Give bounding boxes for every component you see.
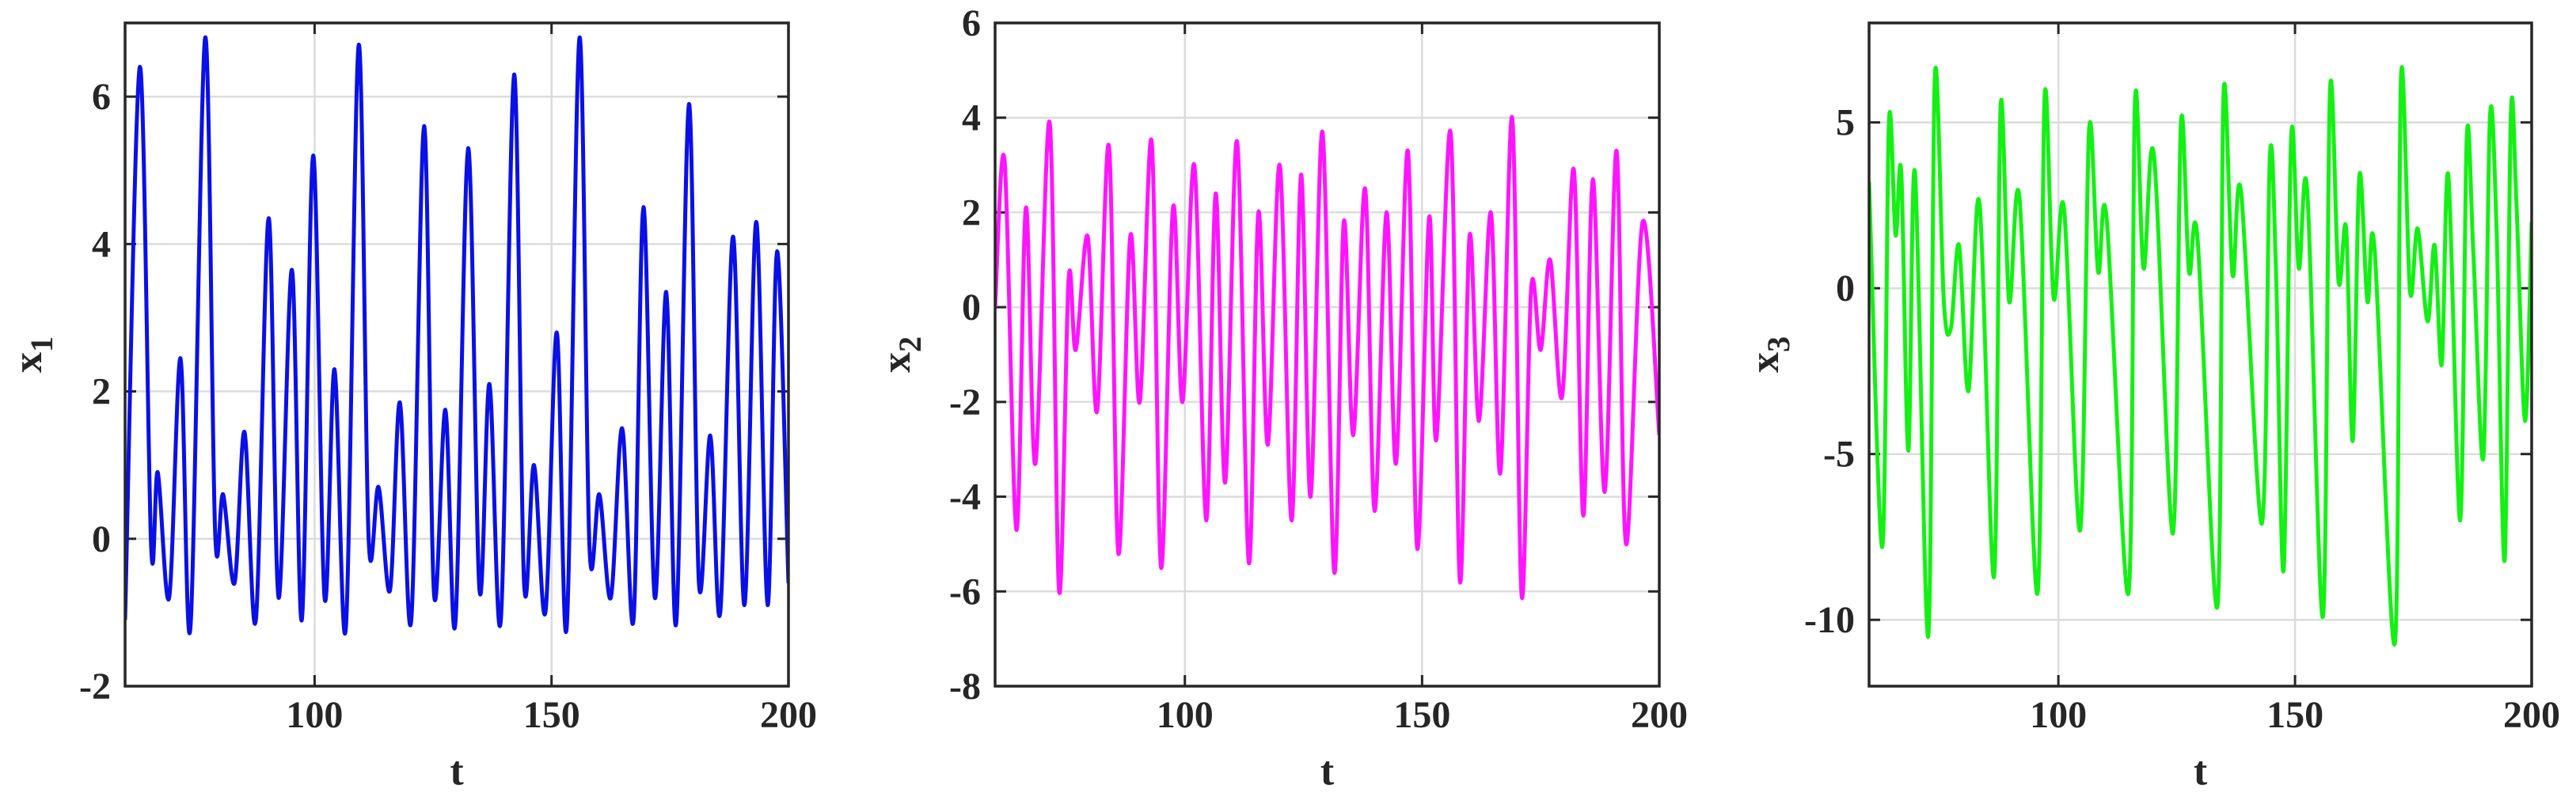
- x-tick-label: 150: [523, 694, 580, 736]
- y-axis-label-main: x: [874, 352, 919, 373]
- y-axis-label-subscript: 1: [24, 336, 59, 352]
- y-tick-label: -10: [1804, 599, 1855, 641]
- y-axis-label: x1: [6, 336, 59, 373]
- x-tick-label: 200: [2503, 694, 2560, 736]
- x-axis-label: t: [1320, 749, 1335, 794]
- x-tick-label: 100: [286, 694, 343, 736]
- y-tick-label: -5: [1823, 434, 1855, 476]
- x-tick-label: 100: [2030, 694, 2087, 736]
- y-tick-label: -6: [949, 571, 981, 613]
- series: [125, 36, 788, 636]
- y-tick-label: 5: [1836, 102, 1855, 144]
- y-tick-label: 6: [92, 76, 111, 118]
- y-tick-label: 0: [962, 286, 981, 328]
- x-axis-label: t: [2194, 749, 2208, 794]
- axes-box: [123, 21, 790, 688]
- y-tick-label: 0: [1836, 268, 1855, 309]
- y-tick-label: 2: [92, 371, 111, 413]
- series: [1869, 65, 2532, 647]
- y-tick-label: 2: [962, 192, 981, 233]
- plot-area: [1869, 23, 2532, 686]
- y-axis-label: x2: [874, 336, 928, 373]
- axes-box: [994, 21, 1661, 688]
- x-tick-label: 150: [2266, 694, 2323, 736]
- y-axis-label-subscript: 2: [892, 336, 928, 352]
- y-tick-label: 4: [962, 97, 981, 139]
- subplot: -2 0 2 4 6 100 150 200 t x1: [6, 21, 817, 794]
- y-tick-label: -4: [949, 476, 981, 518]
- y-axis-label-main: x: [6, 352, 51, 373]
- x-axis-label: t: [450, 749, 464, 794]
- data-line: [995, 115, 1659, 601]
- data-line: [1869, 65, 2532, 647]
- x-tick-label: 100: [1157, 694, 1214, 736]
- y-axis-label-main: x: [1742, 352, 1788, 373]
- y-tick-label: 6: [962, 2, 981, 44]
- x-tick-label: 200: [1631, 694, 1688, 736]
- x-tick-label: 150: [1393, 694, 1450, 736]
- subplot: -10 -5 0 5 100 150 200 t x3: [1742, 21, 2560, 794]
- y-tick-label: -8: [949, 666, 981, 708]
- x-tick-label: 200: [760, 694, 817, 736]
- axes-box: [1867, 21, 2533, 688]
- y-tick-label: -2: [949, 381, 981, 423]
- series: [995, 115, 1659, 601]
- y-tick-label: 0: [92, 518, 111, 560]
- data-line: [125, 36, 788, 636]
- y-tick-label: -2: [79, 666, 111, 708]
- y-axis-label: x3: [1742, 336, 1796, 373]
- y-tick-label: 4: [92, 223, 111, 265]
- y-axis-label-subscript: 3: [1761, 336, 1796, 352]
